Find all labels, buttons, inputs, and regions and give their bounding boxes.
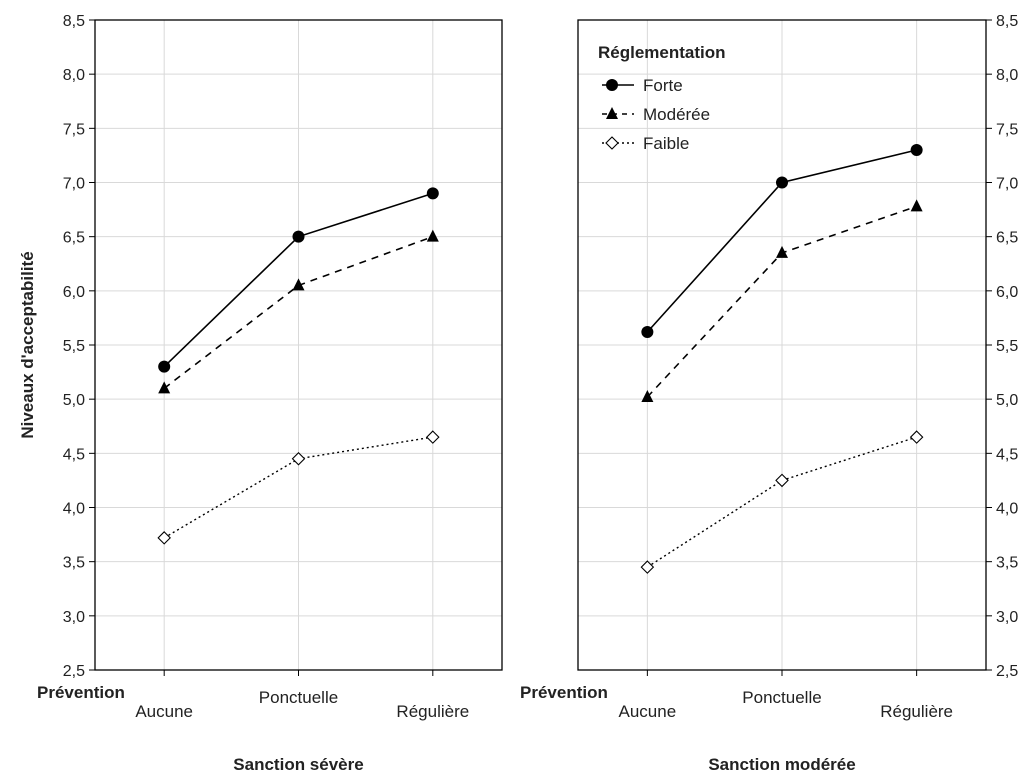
panel-1-ytick-label: 8,5 [63, 13, 85, 30]
panel-1-ytick-label: 4,0 [63, 501, 85, 518]
panel-2-ytick-label: 5,5 [996, 338, 1018, 355]
panel-1-xaxis-title: Prévention [37, 683, 125, 702]
panel-1-point-Faible [291, 451, 306, 466]
panel-2-ytick-label: 5,0 [996, 392, 1018, 409]
legend-marker-Faible [605, 136, 619, 150]
legend-marker-Modérée [606, 107, 618, 119]
legend-label-Forte: Forte [643, 76, 683, 95]
panel-2-ytick-label: 7,0 [996, 176, 1018, 193]
panel-2-point-Faible [775, 473, 789, 488]
panel-1-category-label: Ponctuelle [259, 688, 338, 707]
panel-1-ytick-label: 5,0 [63, 392, 85, 409]
panel-1-ytick-label: 4,5 [63, 446, 85, 463]
panel-1-ytick-label: 6,5 [63, 230, 85, 247]
panel-2-point-Forte [910, 144, 923, 156]
panel-1-category-label: Régulière [396, 702, 469, 721]
panel-1-point-Modérée [158, 381, 171, 394]
panel-1-ytick-label: 2,5 [63, 663, 85, 680]
panel-2-ytick-label: 8,0 [996, 67, 1018, 84]
legend-marker-Forte [606, 79, 618, 91]
panel-2-ytick-label: 4,0 [996, 501, 1018, 518]
panel-2-title: Sanction modérée [708, 755, 855, 774]
panel-2-point-Modérée [910, 199, 923, 212]
panel-2-point-Forte [641, 326, 654, 338]
panel-1-point-Modérée [426, 229, 439, 242]
panel-2-category-label: Aucune [619, 702, 677, 721]
legend-title: Réglementation [598, 43, 726, 62]
panel-1-point-Faible [426, 430, 440, 444]
panel-2-point-Modérée [641, 390, 654, 402]
panel-1-point-Forte [426, 187, 439, 200]
panel-2-point-Faible [909, 430, 924, 444]
panel-2-point-Modérée [776, 245, 788, 258]
panel-1-point-Forte [158, 360, 171, 373]
panel-2-ytick-label: 7,5 [996, 121, 1018, 138]
panel-2-ytick-label: 3,5 [996, 555, 1018, 572]
panel-1-ytick-label: 7,5 [63, 121, 85, 138]
panel-1-point-Faible [157, 531, 171, 545]
panel-2-category-label: Ponctuelle [742, 688, 821, 707]
panel-2-ytick-label: 2,5 [996, 663, 1018, 680]
panel-2-ytick-label: 4,5 [996, 446, 1018, 463]
panel-1-ytick-label: 5,5 [63, 338, 85, 355]
panel-1-point-Forte [292, 230, 305, 243]
panel-1-point-Modérée [292, 278, 305, 291]
panel-1-category-label: Aucune [135, 702, 193, 721]
panel-1-ytick-label: 6,0 [63, 284, 85, 301]
legend-label-Modérée: Modérée [643, 105, 710, 124]
panel-1-ytick-label: 7,0 [63, 176, 85, 193]
panel-1-ytick-label: 3,5 [63, 555, 85, 572]
legend-label-Faible: Faible [643, 134, 689, 153]
panel-2-ytick-label: 3,0 [996, 609, 1018, 626]
panel-2-xaxis-title: Prévention [520, 683, 608, 702]
panel-2-point-Faible [640, 560, 655, 574]
panel-2-point-Forte [776, 176, 788, 189]
panel-1-ytick-label: 8,0 [63, 67, 85, 84]
panel-1-title: Sanction sévère [233, 755, 363, 774]
panel-1-ytick-label: 3,0 [63, 609, 85, 626]
panel-2-ytick-label: 8,5 [996, 13, 1018, 30]
panel-2-ytick-label: 6,0 [996, 284, 1018, 301]
y-axis-title: Niveaux d'acceptabilité [18, 251, 37, 438]
panel-2-ytick-label: 6,5 [996, 230, 1018, 247]
panel-2-category-label: Régulière [880, 702, 953, 721]
